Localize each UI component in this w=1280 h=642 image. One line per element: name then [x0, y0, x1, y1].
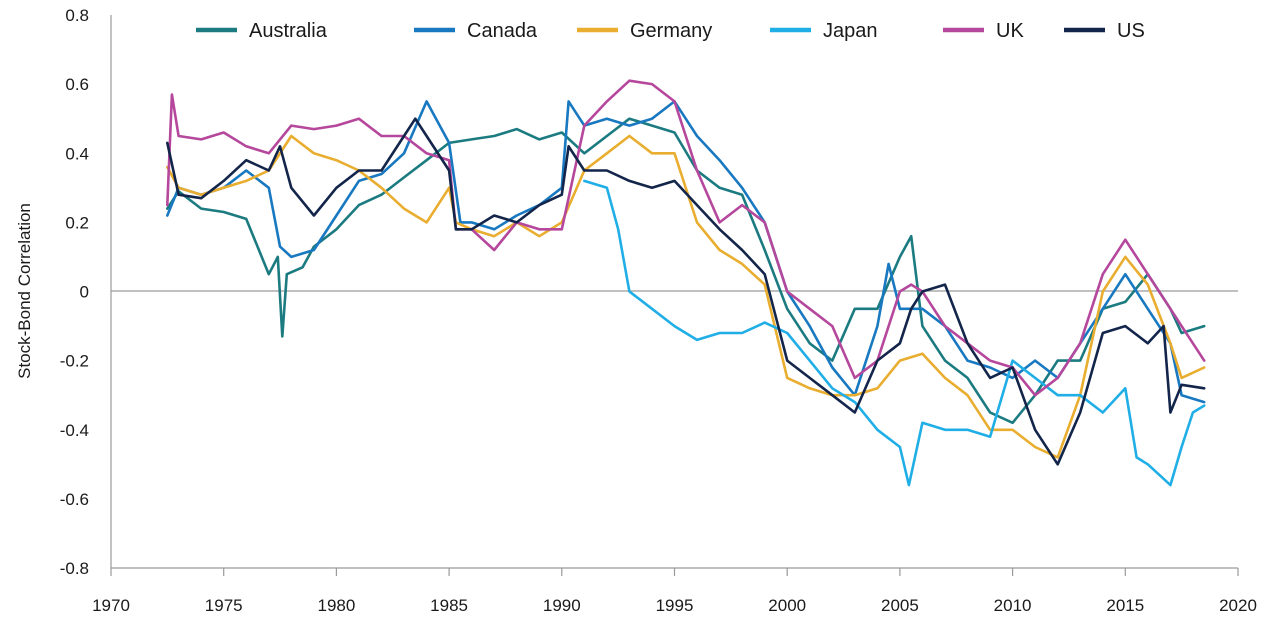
- x-tick-label: 2015: [1106, 596, 1144, 615]
- y-tick-label: -0.2: [60, 352, 89, 371]
- x-tick-label: 1975: [205, 596, 243, 615]
- legend-label-us: US: [1117, 20, 1145, 42]
- y-tick-label: 0: [80, 283, 89, 302]
- y-ticks: 0.8 0.6 0.4 0.2 0 -0.2 -0.4 -0.6 -0.8: [60, 6, 89, 578]
- x-tick-label: 1980: [317, 596, 355, 615]
- y-tick-label: 0.4: [65, 144, 89, 163]
- series-line-us: [166, 117, 1206, 466]
- x-tick-label: 2010: [994, 596, 1032, 615]
- y-tick-label: -0.8: [60, 559, 89, 578]
- x-tick-label: 1995: [656, 596, 694, 615]
- series-line-uk: [166, 79, 1206, 397]
- x-tick-label: 1970: [92, 596, 130, 615]
- legend-label-germany: Germany: [630, 20, 712, 42]
- x-tick-label: 1985: [430, 596, 468, 615]
- y-tick-label: 0.8: [65, 6, 89, 25]
- y-tick-label: 0.6: [65, 75, 89, 94]
- x-tick-label: 2020: [1219, 596, 1257, 615]
- y-tick-label: -0.6: [60, 490, 89, 509]
- x-tick-label: 2005: [881, 596, 919, 615]
- y-tick-label: 0.2: [65, 213, 89, 232]
- x-tick-label: 2000: [768, 596, 806, 615]
- legend-label-japan: Japan: [823, 20, 878, 42]
- x-ticks: 1970 1975 1980 1985 1990 1995 2000 2005 2010 2015…: [92, 568, 1257, 615]
- legend-label-canada: Canada: [467, 20, 538, 42]
- legend: Australia Canada Germany Japan UK US: [196, 20, 1145, 42]
- legend-label-australia: Australia: [249, 20, 328, 42]
- series-line-canada: [166, 100, 1206, 404]
- series-line-australia: [166, 117, 1206, 425]
- legend-label-uk: UK: [996, 20, 1024, 42]
- y-tick-label: -0.4: [60, 421, 89, 440]
- series-line-germany: [166, 134, 1206, 459]
- y-axis-title: Stock-Bond Correlation: [15, 203, 34, 379]
- series-layer: [166, 79, 1206, 487]
- x-tick-label: 1990: [543, 596, 581, 615]
- series-line-japan: [583, 179, 1206, 487]
